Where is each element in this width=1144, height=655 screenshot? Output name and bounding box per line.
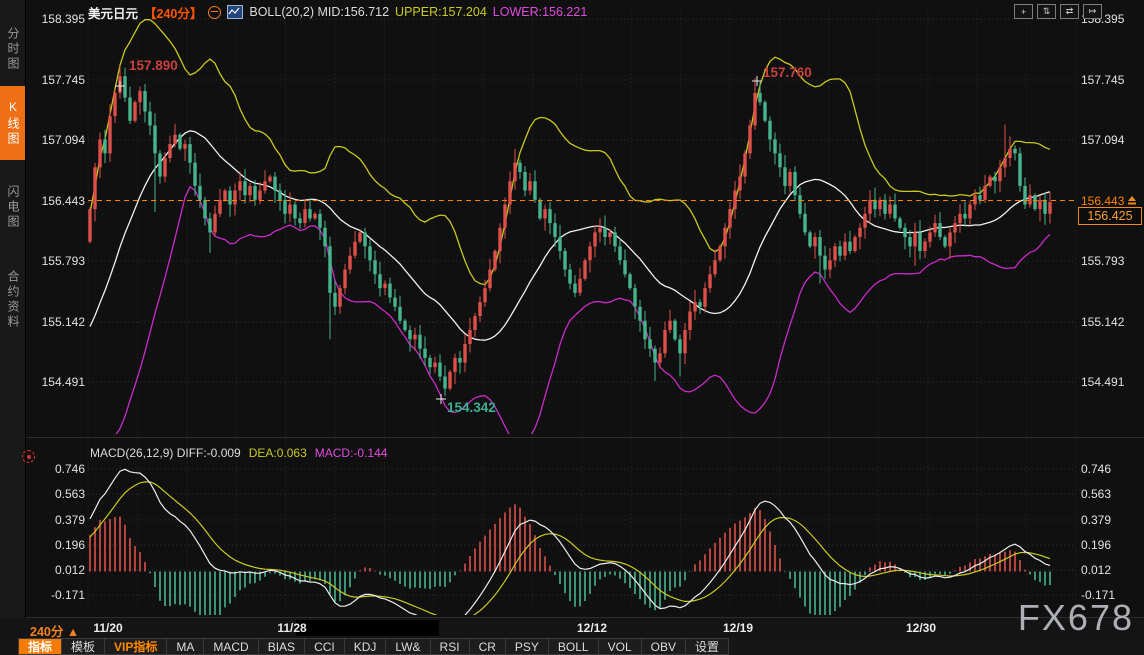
price-axis-label: 155.793	[1081, 254, 1125, 268]
toolbar-item-VOL[interactable]: VOL	[598, 638, 642, 655]
price-axis-label: 158.395	[41, 12, 85, 26]
macd-dea-value: DEA:0.063	[248, 446, 307, 460]
collapse-panel-icon[interactable]: ↦	[1083, 4, 1102, 19]
toolbar-item-OBV[interactable]: OBV	[641, 638, 686, 655]
macd-value: MACD:-0.144	[314, 446, 388, 460]
price-axis-label: 155.142	[41, 315, 85, 329]
alarm-icon[interactable]	[1127, 196, 1137, 206]
macd-axis-label: -0.171	[1081, 588, 1116, 602]
price-axis-label: 157.745	[41, 73, 85, 87]
price-axis-label: 157.094	[41, 133, 85, 147]
toolbar-item-BIAS[interactable]: BIAS	[258, 638, 306, 655]
toolbar-item-PSY[interactable]: PSY	[505, 638, 549, 655]
macd-axis-label: 0.196	[54, 538, 85, 552]
price-axis-label: 156.443	[41, 194, 85, 208]
chart-tool-buttons: + ⇅ ⇄ ↦	[1014, 4, 1102, 19]
date-label: 11/20	[93, 621, 123, 635]
toolbar-item-MACD[interactable]: MACD	[204, 638, 259, 655]
indicator-chart-icon[interactable]	[227, 5, 244, 19]
toolbar-item-RSI[interactable]: RSI	[430, 638, 470, 655]
macd-axis-label: 0.012	[1081, 563, 1112, 577]
price-annotation: 154.342	[447, 400, 496, 415]
toolbar-item-设置[interactable]: 设置	[685, 638, 729, 655]
period-label: 【240分】	[144, 6, 203, 21]
toolbar-item-指标[interactable]: 指标	[18, 638, 63, 655]
price-annotation: 157.890	[129, 58, 178, 73]
macd-header: MACD(26,12,9) DIFF:-0.009 DEA:0.063 MACD…	[90, 446, 387, 460]
alert-level-label: 156.443	[1081, 194, 1137, 208]
pan-crosshair-icon[interactable]: +	[1014, 4, 1033, 19]
toolbar-item-模板[interactable]: 模板	[62, 638, 106, 655]
date-label: 12/30	[905, 621, 937, 635]
macd-axis-label: 0.012	[54, 563, 85, 577]
zoom-horizontal-icon[interactable]: ⇄	[1060, 4, 1079, 19]
toolbar-item-CR[interactable]: CR	[469, 638, 506, 655]
macd-axis-label: 0.563	[1081, 487, 1112, 501]
price-annotation: 157.760	[763, 65, 812, 80]
macd-axis-label: 0.563	[54, 487, 85, 501]
price-axis-label: 157.094	[1081, 133, 1125, 147]
indicator-toolbar: 指标 模板 VIP指标 MA MACD BIAS CCI KDJ LW& RSI CR PSY BOLL…	[0, 638, 1144, 655]
price-axis-label: 157.745	[1081, 73, 1125, 87]
boll-upper-value: UPPER:157.204	[395, 5, 487, 19]
toolbar-item-CCI[interactable]: CCI	[305, 638, 345, 655]
macd-diff-value: MACD(26,12,9) DIFF:-0.009	[90, 446, 241, 460]
price-axis-label: 154.491	[41, 375, 85, 389]
sidebar-tab-0[interactable]: 分时图	[6, 26, 20, 72]
time-axis: 240分 ▲ 11/20 11/28 12/12 12/19 12/30	[0, 618, 1144, 639]
toolbar-item-MA[interactable]: MA	[167, 638, 205, 655]
macd-axis-label: 0.746	[54, 462, 85, 476]
toolbar-item-LW&[interactable]: LW&	[386, 638, 431, 655]
collapse-indicator-icon[interactable]	[208, 5, 222, 19]
price-axis-label: 155.142	[1081, 315, 1125, 329]
macd-axis-label: 0.379	[54, 513, 85, 527]
macd-axis-label: 0.746	[1081, 462, 1112, 476]
instrument-name: 美元日元	[88, 6, 139, 21]
watermark: FX678	[1017, 597, 1134, 638]
toolbar-item-VIP指标[interactable]: VIP指标	[105, 638, 168, 655]
sidebar-tab-1[interactable]: K线图	[0, 86, 25, 160]
date-label: 12/12	[576, 621, 608, 635]
toolbar-item-KDJ[interactable]: KDJ	[344, 638, 387, 655]
zoom-vertical-icon[interactable]: ⇅	[1037, 4, 1056, 19]
chart-title-bar: 美元日元 【240分】 BOLL(20,2) MID:156.712 UPPER…	[88, 4, 588, 21]
boll-lower-value: LOWER:156.221	[492, 5, 588, 19]
toolbar-item-BOLL[interactable]: BOLL	[548, 638, 599, 655]
date-label: 12/19	[722, 621, 754, 635]
date-label: 11/28	[277, 621, 307, 635]
redaction-box	[296, 620, 439, 636]
price-axis-label: 154.491	[1081, 375, 1125, 389]
alert-blinker-icon[interactable]	[22, 450, 35, 463]
sidebar-tab-2[interactable]: 闪电图	[6, 184, 20, 230]
macd-axis-label: 0.196	[1081, 538, 1112, 552]
period-selector[interactable]: 240分 ▲	[30, 625, 80, 639]
last-price-tag: 156.425	[1078, 207, 1142, 225]
sidebar-tab-3[interactable]: 合约资料	[6, 270, 20, 330]
macd-axis-label: -0.171	[50, 588, 85, 602]
boll-mid-value: BOLL(20,2) MID:156.712	[249, 5, 390, 19]
sidebar: 分时图 K线图闪电图合约资料	[0, 0, 26, 618]
price-axis-label: 155.793	[41, 254, 85, 268]
macd-axis-label: 0.379	[1081, 513, 1112, 527]
